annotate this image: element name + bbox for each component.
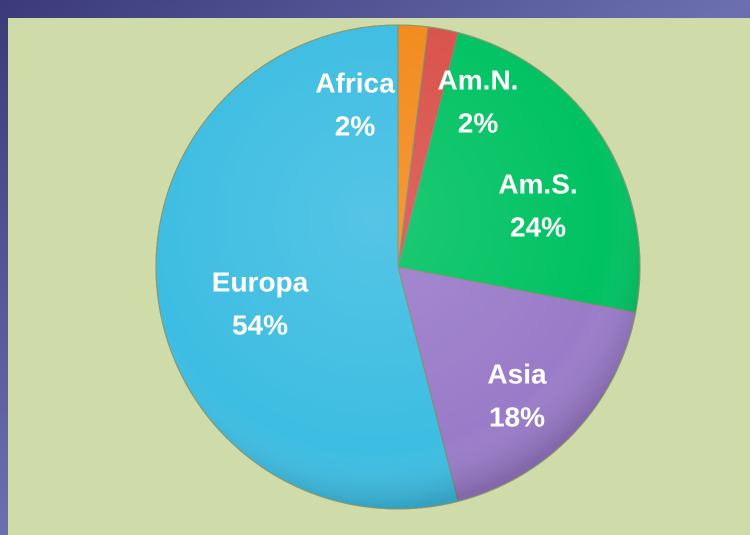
slice-name: Africa bbox=[315, 67, 395, 98]
slice-value-label: 18% bbox=[489, 401, 545, 432]
slice-value-label: 24% bbox=[510, 211, 566, 242]
slice-name: Asia bbox=[487, 358, 547, 389]
slice-name: Am.S. bbox=[498, 168, 577, 199]
slice-name: Europa bbox=[212, 266, 309, 297]
slice-value-label: 2% bbox=[335, 110, 376, 141]
slice-name: Am.N. bbox=[438, 64, 519, 95]
labels: Africa 2% Am.N. 2% Am.S. 24% Asia 18% Europa 54% bbox=[212, 64, 578, 432]
slice-value-label: 54% bbox=[232, 309, 288, 340]
slice-value-label: 2% bbox=[458, 107, 499, 138]
